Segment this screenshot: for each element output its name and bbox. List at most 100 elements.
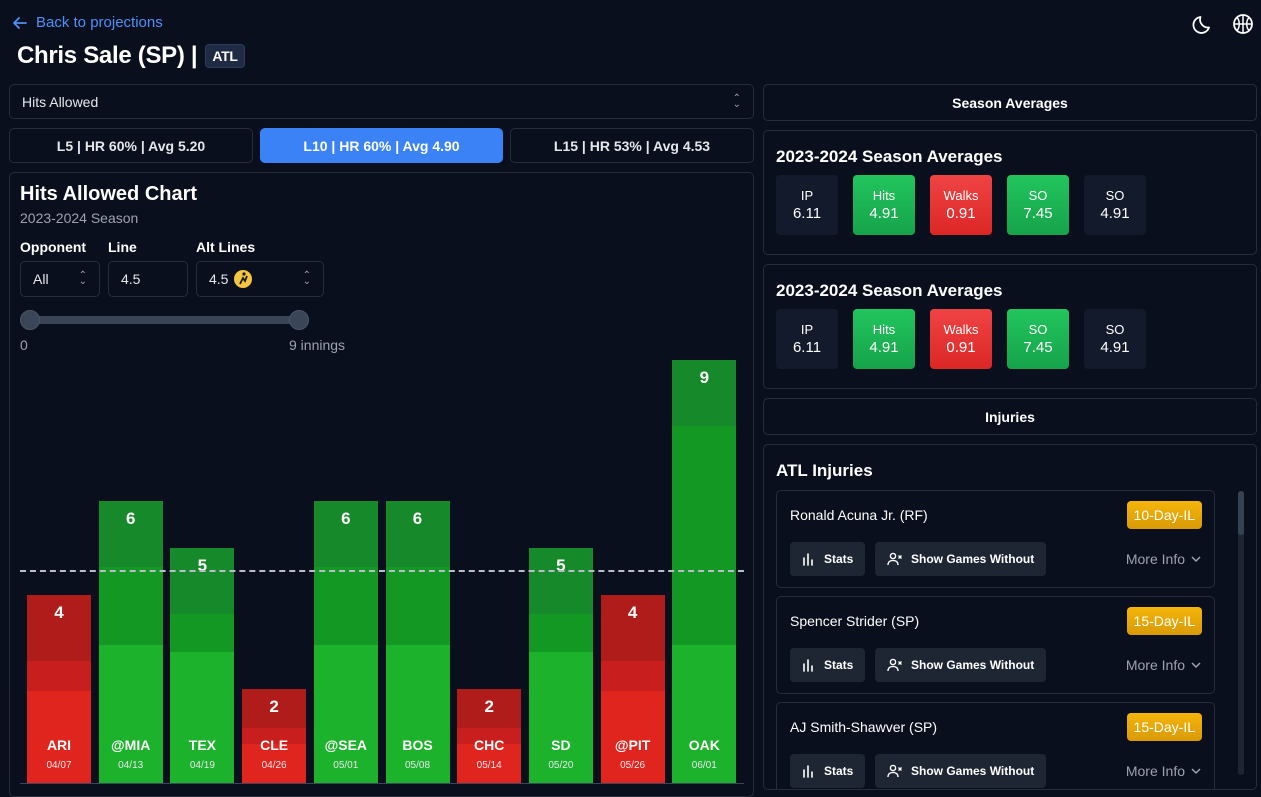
stat-tile-label: IP	[800, 188, 814, 203]
injuries-scrollbar-thumb[interactable]	[1238, 491, 1244, 535]
bar-opponent-label: CLE	[260, 737, 289, 753]
sportsbook-logo-icon	[234, 270, 253, 288]
bar-value-label: 4	[54, 603, 64, 622]
stat-tile-label: SO	[1105, 188, 1125, 203]
line-threshold	[20, 569, 744, 572]
stats-button-label: Stats	[824, 764, 854, 778]
range-l15-label: L15 | HR 53% | Avg 4.53	[553, 137, 711, 154]
alt-lines-select[interactable]: 4.5 ⌃ ⌄	[196, 261, 324, 297]
stats-button-label: Stats	[824, 552, 854, 566]
bar-at-mia[interactable]: 6 @MIA 04/13	[98, 501, 163, 783]
chevron-up-down-icon: ⌃ ⌄	[732, 92, 741, 110]
range-l5[interactable]: L5 | HR 60% | Avg 5.20	[9, 128, 253, 163]
bar-value-label: 2	[484, 697, 494, 716]
stat-select-value: Hits Allowed	[22, 93, 99, 110]
bar-ari[interactable]: 4 ARI 04/07	[27, 595, 91, 783]
back-link-label: Back to projections	[36, 14, 163, 31]
innings-slider-track[interactable]	[30, 316, 300, 324]
injuries-header-label: Injuries	[985, 408, 1035, 425]
innings-slider-max-handle[interactable]	[289, 310, 309, 330]
innings-slider-min-handle[interactable]	[20, 310, 40, 330]
basketball-icon[interactable]	[1229, 10, 1257, 38]
show-games-without-label: Show Games Without	[911, 552, 1035, 566]
show-games-without-label: Show Games Without	[911, 764, 1035, 778]
opponent-select[interactable]: All ⌃ ⌄	[20, 261, 100, 297]
opponent-value: All	[33, 271, 49, 287]
more-info-toggle[interactable]: More Info	[1126, 657, 1201, 673]
show-games-without-button[interactable]: Show Games Without	[875, 542, 1047, 576]
bar-date-label: 05/26	[620, 760, 646, 771]
stat-tile-so: SO 4.91	[1084, 175, 1146, 235]
alt-lines-value: 4.5	[209, 271, 229, 287]
season-averages-card-1: 2023-2024 Season Averages IP 6.11 Hits 4.91…	[763, 130, 1257, 255]
stat-tile-value: 7.45	[1023, 205, 1053, 222]
season-averages-header-label: Season Averages	[952, 94, 1068, 111]
chevron-down-icon	[1191, 555, 1201, 562]
player-title: Chris Sale (SP) |	[17, 42, 198, 69]
stat-tile-walks: Walks 0.91	[930, 175, 992, 235]
bar-at-pit[interactable]: 4 @PIT 05/26	[600, 595, 665, 783]
bar-opponent-label: BOS	[402, 737, 433, 753]
bar-chart-icon	[803, 765, 813, 778]
line-input[interactable]: 4.5	[108, 261, 188, 297]
bar-value-label: 6	[341, 509, 351, 528]
stat-tile-label: IP	[800, 322, 814, 337]
injury-item: AJ Smith-Shawver (SP) 15-Day-IL Stats Show …	[776, 702, 1215, 789]
show-games-without-button[interactable]: Show Games Without	[875, 648, 1047, 682]
moon-icon[interactable]	[1190, 10, 1218, 38]
opponent-label: Opponent	[20, 239, 87, 255]
injuries-header[interactable]: Injuries	[763, 398, 1257, 435]
stat-tile-ip: IP 6.11	[776, 175, 838, 235]
page-title: Chris Sale (SP) | ATL	[17, 42, 245, 70]
stat-tile-so: SO 7.45	[1007, 309, 1069, 369]
show-games-without-button[interactable]: Show Games Without	[875, 754, 1047, 788]
bar-cle[interactable]: 2 CLE 04/26	[242, 689, 307, 783]
bar-sd[interactable]: 5 SD 05/20	[528, 548, 593, 783]
bar-date-label: 06/01	[691, 760, 717, 771]
bar-date-label: 05/14	[476, 760, 502, 771]
stat-tile-label: SO	[1028, 188, 1048, 203]
back-link[interactable]: Back to projections	[12, 14, 163, 31]
bar-at-sea[interactable]: 6 @SEA 05/01	[313, 501, 378, 783]
bar-tex[interactable]: 5 TEX 04/19	[170, 548, 235, 783]
line-label: Line	[108, 239, 137, 255]
user-x-icon	[887, 658, 902, 672]
chart-baseline	[20, 783, 744, 784]
stat-tile-so: SO 4.91	[1084, 309, 1146, 369]
bar-oak[interactable]: 9 OAK 06/01	[672, 360, 737, 783]
bar-date-label: 04/07	[46, 760, 72, 771]
stat-tile-label: SO	[1028, 322, 1048, 337]
bar-date-label: 04/19	[189, 760, 215, 771]
bar-value-label: 2	[269, 697, 279, 716]
stats-button[interactable]: Stats	[790, 542, 866, 576]
season-averages-header[interactable]: Season Averages	[763, 84, 1257, 121]
stat-tile-so: SO 7.45	[1007, 175, 1069, 235]
chevron-up-down-icon: ⌃ ⌄	[78, 270, 87, 287]
bar-bos[interactable]: 6 BOS 05/08	[385, 501, 450, 783]
range-l10[interactable]: L10 | HR 60% | Avg 4.90	[260, 128, 503, 163]
bar-date-label: 04/13	[118, 760, 144, 771]
stats-button[interactable]: Stats	[790, 754, 866, 788]
more-info-label: More Info	[1125, 551, 1185, 567]
stat-tile-ip: IP 6.11	[776, 309, 838, 369]
injury-status-badge: 10-Day-IL	[1126, 501, 1202, 529]
bar-opponent-label: ARI	[46, 737, 72, 753]
injury-player-name: Spencer Strider (SP)	[790, 613, 920, 629]
stat-tile-label: Hits	[872, 188, 896, 203]
more-info-toggle[interactable]: More Info	[1126, 763, 1201, 779]
bar-date-label: 05/08	[404, 760, 431, 771]
stat-tile-value: 4.91	[1100, 339, 1130, 356]
alt-lines-label: Alt Lines	[196, 239, 256, 255]
user-x-icon	[887, 764, 902, 778]
range-l15[interactable]: L15 | HR 53% | Avg 4.53	[510, 128, 754, 163]
chevron-up-down-icon: ⌃ ⌄	[302, 270, 311, 287]
user-x-icon	[887, 552, 902, 566]
more-info-toggle[interactable]: More Info	[1126, 551, 1201, 567]
bar-opponent-label: SD	[551, 737, 571, 753]
range-l5-label: L5 | HR 60% | Avg 5.20	[56, 137, 206, 154]
stat-select[interactable]: Hits Allowed ⌃ ⌄	[9, 84, 754, 119]
bar-chart-icon	[803, 659, 813, 672]
injuries-scrollbar[interactable]	[1238, 491, 1244, 775]
bar-chc[interactable]: 2 CHC 05/14	[457, 689, 522, 783]
stats-button[interactable]: Stats	[790, 648, 866, 682]
